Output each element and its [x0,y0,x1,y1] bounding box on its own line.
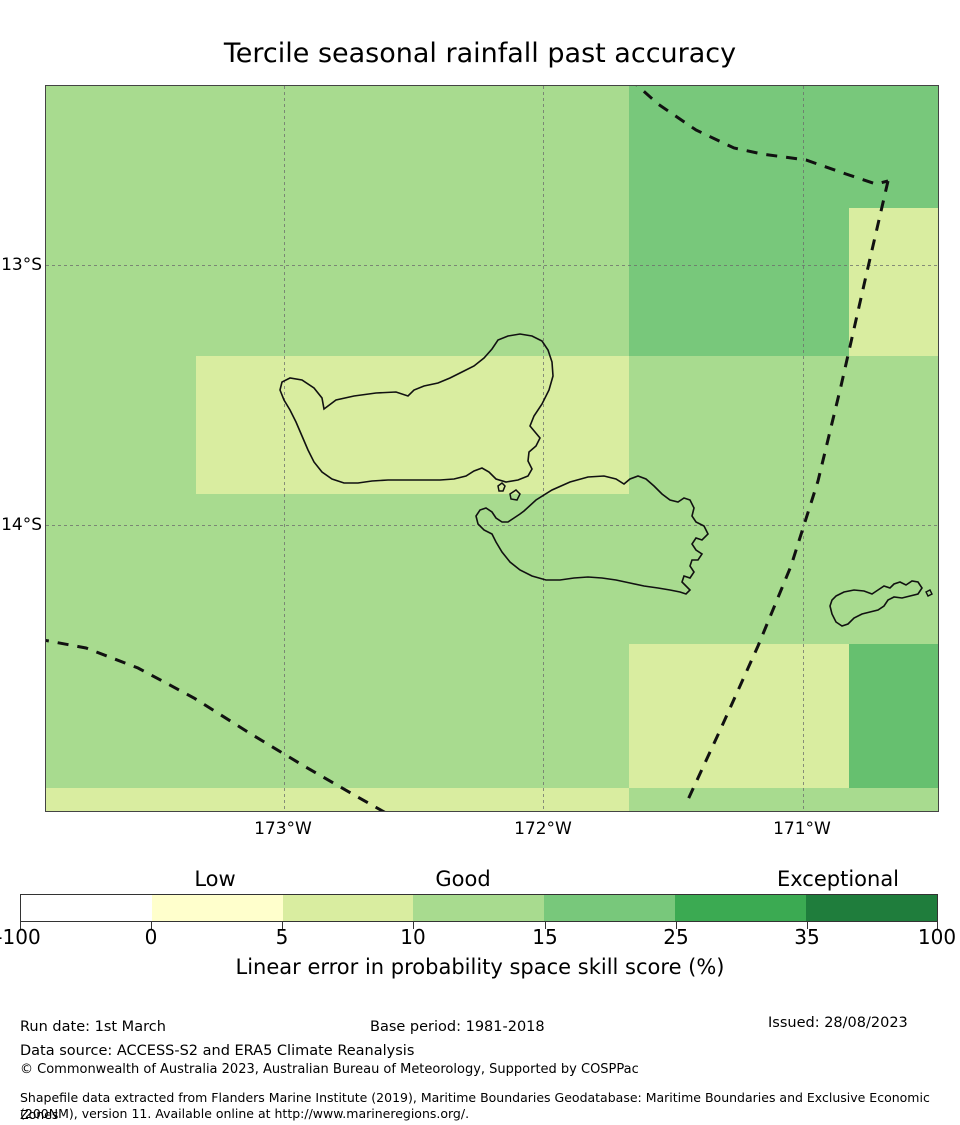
coastline-upolu [475,475,709,595]
colorbar-segment-3 [282,895,414,921]
base-period-text: Base period: 1981-2018 [370,1019,545,1035]
colorbar-segment-4 [413,895,545,921]
map-plot-area[interactable] [45,85,939,812]
title-line-1: Tercile seasonal rainfall past accuracy [223,38,737,69]
colorbar-segment-2 [151,895,283,921]
colorbar-segment-6 [674,895,806,921]
colorbar-category-low: Low [194,867,236,891]
colorbar-gradient [20,894,938,922]
grid-cell [196,356,629,494]
map-vector-overlay [46,86,933,811]
shapefile-credit-line-2: (200NM), version 11. Available online at… [20,1106,470,1121]
coastline-islet-apolima [497,482,506,492]
eez-boundary-east [684,180,890,805]
grid-cell [849,644,938,788]
gridline-longitude-171w [803,86,804,811]
data-source-text: Data source: ACCESS-S2 and ERA5 Climate … [20,1043,415,1059]
colorbar-tick-label-5: 5 [275,925,289,949]
gridline-longitude-172w [543,86,544,811]
colorbar-tick [807,922,808,929]
x-axis-tick-171w: 171°W [773,819,831,839]
colorbar-tick [413,922,414,929]
colorbar-segment-7 [805,895,937,921]
colorbar-tick-label-10: 10 [400,925,426,949]
colorbar-tick [282,922,283,929]
issued-date-text: Issued: 28/08/2023 [768,1015,908,1031]
colorbar-tick-label-0: 0 [144,925,158,949]
colorbar-tick-label-25: 25 [663,925,689,949]
gridline-latitude-13s [46,265,938,266]
x-axis-tick-173w: 173°W [254,819,312,839]
colorbar-tick-label-35: 35 [794,925,820,949]
colorbar-tick [545,922,546,929]
colorbar-tick [151,922,152,929]
colorbar-segment-5 [544,895,675,921]
gridline-longitude-173w [284,86,285,811]
colorbar[interactable] [20,894,938,929]
grid-cell [629,279,849,356]
y-axis-tick-14s: 14°S [1,515,42,535]
colorbar-axis-title: Linear error in probability space skill … [235,955,725,979]
eez-boundary-north [635,86,889,186]
shapefile-credit-line-1: Shapefile data extracted from Flanders M… [20,1090,930,1122]
gridline-latitude-14s [46,525,938,526]
grid-cell [629,788,938,811]
colorbar-tick [676,922,677,929]
coastline-islet-aunuu [925,589,933,597]
y-axis-tick-13s: 13°S [1,255,42,275]
colorbar-category-good: Good [435,867,491,891]
colorbar-tick [20,922,21,929]
x-axis-tick-172w: 172°W [514,819,572,839]
coastline-savaii [279,333,554,484]
colorbar-category-exceptional: Exceptional [776,867,900,891]
coastline-tutuila [829,580,923,627]
colorbar-segment-1 [21,895,152,921]
colorbar-tick [937,922,938,929]
run-date-text: Run date: 1st March [20,1019,166,1035]
grid-cell [46,788,629,811]
copyright-text: © Commonwealth of Australia 2023, Austra… [20,1062,639,1077]
colorbar-tick-label-minus100: -100 [0,925,41,949]
colorbar-tick-label-100: 100 [917,925,957,949]
coastline-islet-manono [509,489,521,501]
skill-score-grid [46,86,938,811]
eez-boundary-southwest [46,638,386,811]
grid-cell [629,644,849,788]
colorbar-tick-label-15: 15 [532,925,558,949]
